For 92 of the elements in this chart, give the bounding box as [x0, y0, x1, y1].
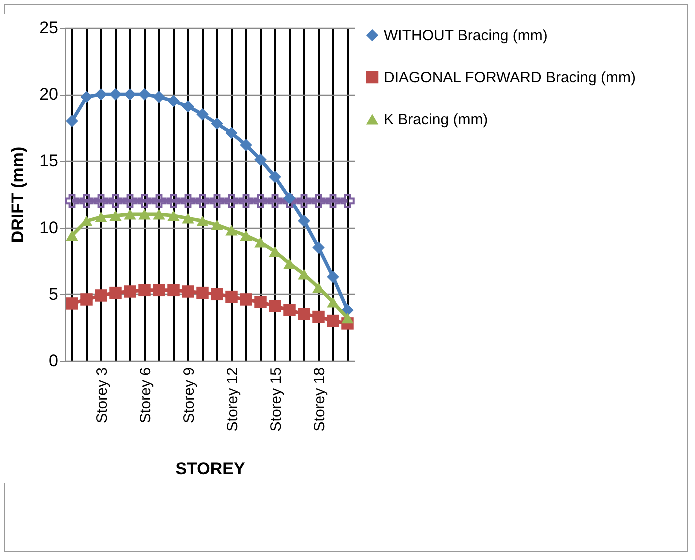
point — [196, 108, 209, 121]
point — [342, 313, 354, 324]
legend-label: WITHOUT Bracing (mm) — [384, 28, 548, 44]
y-tick-label: 25 — [40, 18, 58, 38]
point — [124, 286, 136, 298]
point — [211, 288, 224, 301]
point — [66, 298, 78, 310]
y-tick-label: 5 — [49, 284, 58, 304]
point — [95, 88, 108, 101]
point — [95, 212, 108, 222]
point — [95, 290, 108, 302]
point — [182, 213, 194, 224]
point — [312, 282, 325, 294]
point — [124, 88, 136, 101]
x-tick-label: Storey 15 — [268, 368, 285, 432]
point — [254, 154, 267, 166]
point — [254, 237, 267, 248]
point — [240, 230, 252, 242]
point — [284, 304, 296, 317]
point — [284, 192, 296, 205]
point — [226, 225, 238, 236]
point — [182, 286, 194, 298]
point — [196, 286, 209, 300]
point — [211, 220, 224, 230]
point — [240, 139, 252, 152]
point — [168, 210, 180, 222]
point — [254, 296, 267, 309]
point — [196, 216, 209, 226]
point — [211, 118, 224, 130]
point — [124, 209, 136, 220]
point — [327, 297, 340, 308]
y-tick-label: 10 — [40, 218, 58, 238]
x-tick-label: Storey 6 — [137, 368, 154, 424]
point — [80, 194, 94, 208]
point — [312, 310, 325, 324]
point — [108, 194, 123, 208]
y-tick-label: 20 — [40, 85, 58, 104]
point — [181, 194, 196, 208]
point — [138, 209, 151, 220]
point — [298, 308, 310, 321]
point — [196, 194, 210, 208]
legend-label: DIAGONAL FORWARD Bracing (mm) — [384, 70, 636, 86]
point — [153, 209, 166, 220]
point — [66, 230, 78, 242]
x-tick-label: Storey 9 — [180, 368, 198, 424]
point — [153, 284, 166, 297]
y-tick-label: 15 — [40, 152, 58, 171]
point — [340, 194, 355, 208]
point — [254, 194, 268, 208]
point — [182, 100, 194, 113]
point — [153, 91, 166, 104]
x-tick-label: Storey 3 — [94, 368, 111, 424]
point — [240, 294, 252, 306]
point — [284, 258, 296, 270]
point — [152, 194, 166, 208]
point — [110, 88, 122, 101]
point — [298, 215, 310, 228]
point — [168, 284, 180, 297]
point — [297, 194, 312, 208]
point — [282, 194, 297, 208]
point — [224, 194, 239, 208]
x-tick-label: Storey 18 — [311, 368, 328, 432]
point — [138, 88, 151, 101]
point — [80, 91, 93, 104]
point — [110, 210, 122, 222]
point — [326, 194, 340, 208]
point — [269, 171, 282, 184]
point — [110, 286, 122, 300]
point — [312, 194, 326, 208]
point — [123, 194, 138, 208]
point — [168, 95, 180, 108]
legend-label: K Bracing (mm) — [384, 112, 488, 128]
point — [239, 194, 254, 208]
point — [65, 194, 80, 208]
point — [210, 194, 224, 208]
y-axis-title: DRIFT (mm) — [8, 146, 28, 244]
point — [138, 284, 151, 297]
point — [269, 300, 282, 313]
point — [166, 194, 181, 208]
point — [268, 194, 282, 208]
point — [226, 290, 238, 304]
point — [327, 270, 340, 284]
point — [66, 115, 78, 128]
x-axis-title: STOREY — [176, 460, 246, 479]
x-tick-label: Storey 12 — [224, 368, 242, 432]
point — [94, 194, 108, 208]
point — [312, 242, 325, 254]
y-tick-label: 0 — [49, 352, 58, 370]
point — [226, 127, 238, 140]
point — [80, 294, 93, 306]
point — [327, 314, 340, 328]
point — [138, 194, 152, 208]
